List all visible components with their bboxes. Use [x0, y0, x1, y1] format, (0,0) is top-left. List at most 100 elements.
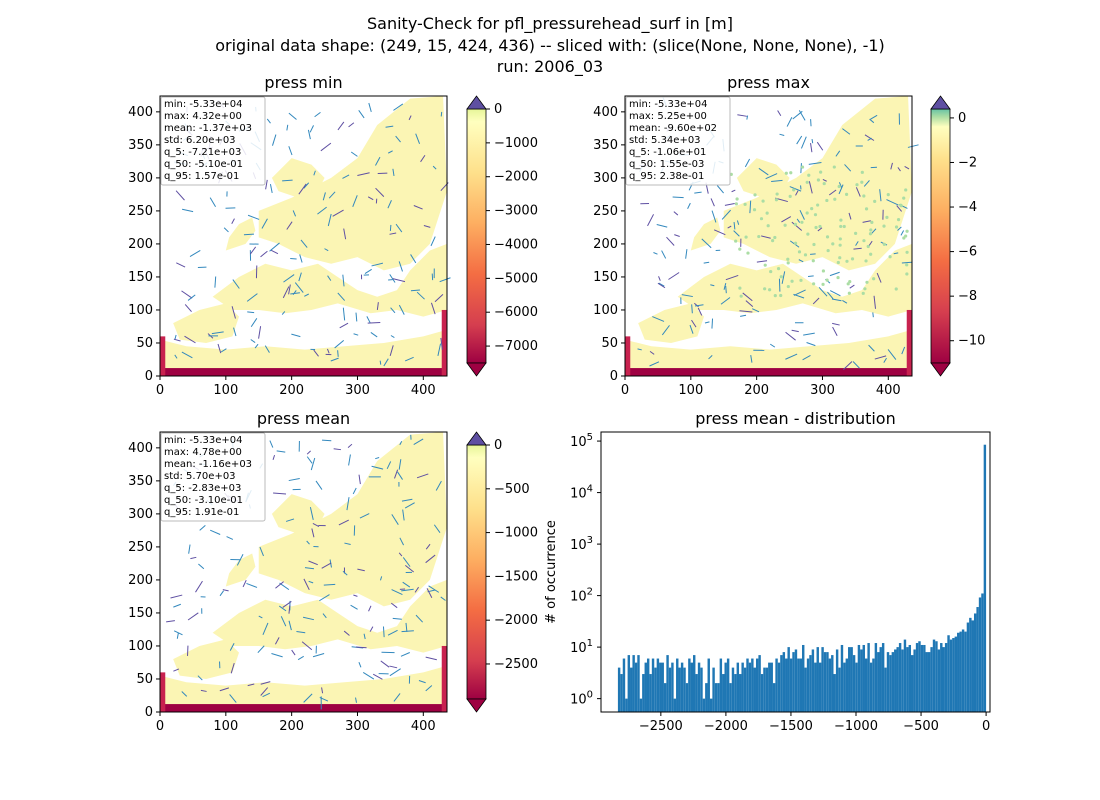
y-tick-label: 350 [593, 138, 618, 153]
river-segment [357, 568, 365, 572]
histogram-bar [925, 652, 928, 712]
river-segment [260, 681, 271, 685]
x-tick-label: 300 [345, 383, 370, 398]
histogram-bar [695, 674, 698, 712]
river-segment [771, 179, 783, 182]
wet-spot [816, 203, 820, 207]
map-panel-1: press min 0 100 200 300 400 0 50 100 150 200 250 300… [128, 73, 538, 398]
river-segment [282, 179, 293, 182]
river-segment [394, 469, 399, 479]
river-segment [389, 224, 392, 231]
histogram-bar [889, 655, 892, 712]
y-tick-label: 300 [593, 171, 618, 186]
river-segment [842, 128, 851, 135]
wet-spot [814, 225, 818, 230]
wet-spot [896, 218, 901, 222]
river-segment [182, 208, 194, 213]
land-north-east [258, 96, 447, 271]
river-segment [327, 213, 332, 227]
river-segment [896, 205, 903, 212]
river-segment [209, 197, 216, 208]
map-land [160, 96, 447, 376]
y-tick-label: 200 [128, 573, 153, 588]
river-segment [214, 276, 217, 288]
river-segment [413, 205, 423, 210]
y-tick-label: 200 [593, 237, 618, 252]
river-segment [395, 223, 403, 233]
wet-spot [854, 231, 858, 235]
river-segment [852, 361, 860, 369]
river-segment [428, 585, 440, 593]
river-segment [260, 687, 269, 696]
river-segment [321, 562, 332, 569]
river-segment [343, 630, 350, 636]
histogram-bar [797, 658, 800, 712]
wet-spot [905, 229, 909, 233]
river-segment [309, 507, 314, 520]
river-segment [828, 189, 837, 196]
figure-title-line-2: original data shape: (249, 15, 424, 436)… [215, 36, 885, 55]
river-segment [637, 348, 642, 351]
river-segment [288, 620, 292, 631]
histogram-ylabel: # of occurrence [544, 520, 559, 624]
histogram-bar [782, 652, 786, 712]
histogram-bar [729, 683, 732, 712]
river-segment [380, 660, 390, 668]
wet-spot [869, 252, 873, 256]
river-segment [269, 242, 280, 252]
stats-line: min: -5.33e+04 [164, 435, 243, 446]
river-segment [414, 586, 420, 593]
river-segment [853, 247, 862, 250]
histogram-bar [755, 658, 759, 712]
river-segment [785, 331, 796, 341]
river-segment [383, 358, 389, 367]
histogram-bar [668, 667, 672, 712]
histogram-bar [649, 674, 652, 712]
histogram-bar [983, 444, 987, 712]
histogram-bar [903, 639, 907, 712]
x-tick-label: −1000 [834, 719, 878, 734]
river-segment [254, 343, 259, 349]
river-segment [781, 271, 786, 284]
river-segment [795, 190, 799, 196]
river-segment [262, 622, 269, 636]
histogram-bar [676, 658, 679, 712]
river-segment [808, 181, 813, 194]
river-segment [687, 202, 691, 209]
river-segment [694, 191, 702, 194]
histogram-bar [845, 658, 849, 712]
river-segment [246, 582, 258, 588]
histogram-bar [869, 662, 873, 712]
river-segment [259, 546, 264, 557]
river-segment [855, 187, 861, 197]
river-segment [387, 150, 393, 154]
wet-spot [784, 171, 788, 175]
river-segment [296, 630, 306, 634]
wet-spot [774, 198, 779, 202]
river-segment [184, 335, 196, 344]
land-scandinavia [271, 494, 325, 534]
histogram-bar [690, 662, 694, 712]
x-tick-label: 200 [744, 383, 769, 398]
histogram-bars [617, 444, 987, 712]
histogram-bar [981, 593, 984, 712]
river-segment [371, 262, 384, 267]
histogram-bar [683, 667, 686, 712]
wet-spot [799, 278, 803, 282]
histogram-bar [811, 649, 815, 712]
wet-spot [894, 287, 898, 291]
y-tick-label: 100 [570, 690, 593, 708]
river-segment [802, 355, 811, 361]
colorbar-tick-label: −1500 [494, 569, 538, 584]
river-segment [806, 342, 816, 347]
river-segment [869, 118, 875, 124]
land-central [677, 243, 912, 317]
colorbar-extend-top [466, 431, 487, 446]
river-segment [303, 693, 313, 703]
wet-spot [860, 170, 864, 174]
histogram-bar [751, 658, 754, 712]
wet-spot [864, 207, 869, 211]
wet-spot [894, 225, 899, 229]
stats-line: min: -5.33e+04 [164, 99, 243, 110]
stats-line: q_50: -5.10e-01 [164, 159, 243, 170]
